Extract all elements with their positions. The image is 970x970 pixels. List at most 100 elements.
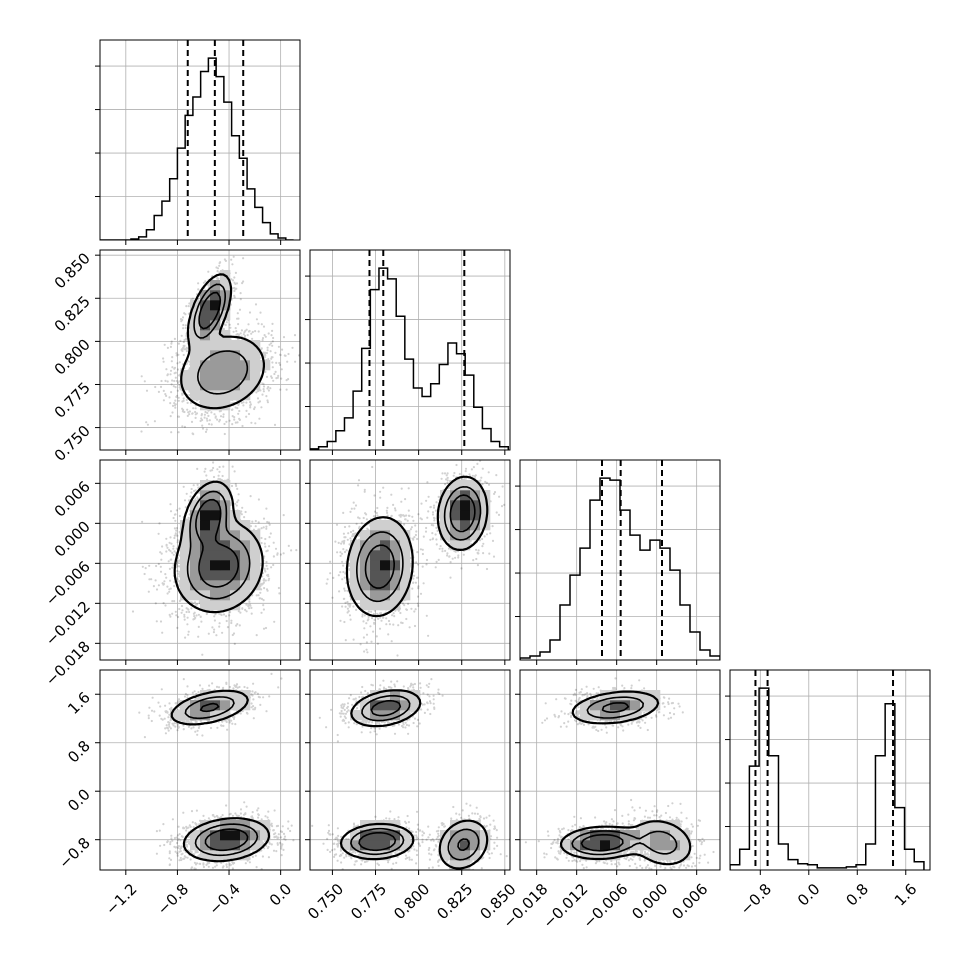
density-cell (250, 540, 261, 551)
density-cell (230, 560, 241, 571)
panel-frame (729, 669, 931, 871)
density-cell (200, 820, 211, 831)
density-cell (210, 290, 221, 301)
density-cell (380, 530, 391, 541)
density-cell (580, 700, 591, 711)
x-tick-label: 0.750 (304, 880, 347, 923)
density-cell (220, 380, 231, 391)
density-cell (650, 840, 661, 851)
density-cell (620, 830, 631, 841)
density-cell (390, 580, 401, 591)
x-tick-label: −0.4 (205, 880, 243, 918)
density-cell (240, 840, 251, 851)
density-cell (370, 600, 381, 611)
x-tick-label: 0.775 (347, 880, 390, 923)
density-cell (370, 580, 381, 591)
density-cell (460, 860, 471, 870)
density-cell (380, 690, 391, 701)
density-cell (180, 580, 191, 591)
density-cell (600, 840, 611, 851)
density-cell (380, 830, 391, 841)
density-cell (470, 830, 481, 841)
density-cell (590, 840, 601, 851)
density-cell (190, 710, 201, 721)
density-cell (590, 700, 601, 711)
density-cell (350, 590, 361, 601)
panel-frame (309, 249, 511, 451)
density-cell (220, 570, 231, 581)
density-cell (640, 700, 651, 711)
density-cell (440, 500, 451, 511)
density-cell (210, 340, 221, 351)
density-cell (360, 850, 371, 861)
density-cell (640, 690, 651, 701)
contour-line (186, 490, 251, 600)
density-cell (600, 850, 611, 861)
x-tick-label: 0.800 (390, 880, 433, 923)
density-cell (250, 570, 261, 581)
density-cell (220, 550, 231, 561)
density-cell (450, 530, 461, 541)
density-cell (360, 600, 371, 611)
density-cell (580, 710, 591, 721)
density-cell (600, 690, 611, 701)
density-cell (470, 480, 481, 491)
density-cell (460, 850, 471, 861)
density-cell (250, 840, 261, 851)
density-cell (380, 840, 391, 851)
density-cell (200, 840, 211, 851)
density-cell (200, 560, 211, 571)
density-cell (390, 560, 401, 571)
density-cell (220, 710, 231, 721)
x-tick-label: 0.8 (842, 880, 872, 910)
density-cell (240, 580, 251, 591)
density-cell (220, 560, 231, 571)
density-cell (390, 520, 401, 531)
density-cell (480, 510, 491, 521)
density-cell (630, 700, 641, 711)
density-cell (240, 350, 251, 361)
density-cell (180, 560, 191, 571)
panel-frame (519, 459, 721, 661)
density-cell (210, 600, 221, 611)
density-cell (190, 560, 201, 571)
density-cell (450, 840, 461, 851)
density-cell (200, 360, 211, 371)
contour-line (350, 694, 480, 861)
panel-frame (519, 669, 721, 871)
density-cell (460, 530, 471, 541)
density-cell (200, 390, 211, 401)
density-cell (390, 570, 401, 581)
density-cell (220, 360, 231, 371)
density-cell (390, 590, 401, 601)
density-cell (220, 600, 231, 611)
density-cell (640, 820, 651, 831)
density-cell (230, 380, 241, 391)
panel-frame (99, 39, 301, 241)
density-cell (220, 590, 231, 601)
density-cell (250, 530, 261, 541)
density-cell (220, 390, 231, 401)
density-cell (400, 530, 411, 541)
density-cell (400, 830, 411, 841)
density-cell (190, 510, 201, 521)
density-cell (460, 540, 471, 551)
density-cell (200, 400, 211, 411)
density-cell (360, 540, 371, 551)
density-cell (210, 490, 221, 501)
density-cell (190, 700, 201, 711)
y-tick-label: 0.850 (51, 249, 94, 292)
density-cell (390, 600, 401, 611)
density-cell (610, 700, 621, 711)
y-tick-label: 0.800 (51, 335, 94, 378)
density-cell (210, 510, 221, 521)
density-cell (470, 520, 481, 531)
density-cell (240, 850, 251, 861)
density-cell (190, 840, 201, 851)
density-cell (670, 830, 681, 841)
contour-line (358, 699, 470, 852)
density-cell (260, 820, 271, 831)
density-cell (170, 710, 181, 721)
density-cell (190, 340, 201, 351)
